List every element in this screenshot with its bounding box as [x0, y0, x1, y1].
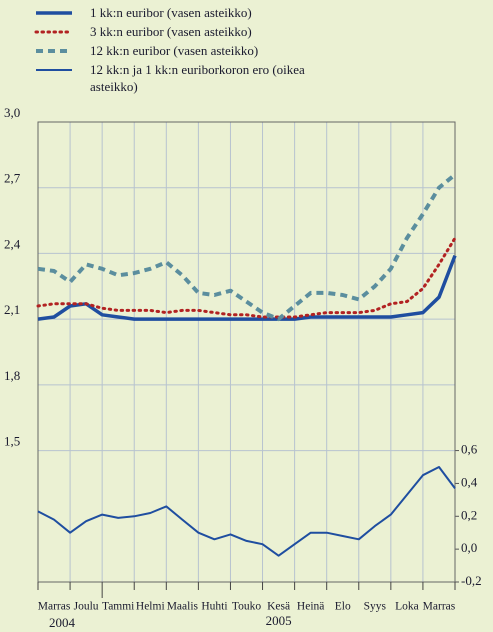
series-line: [37, 466, 456, 557]
y2-tick-label: 0,2: [461, 507, 477, 522]
legend-label: 12 kk:n euribor (vasen asteikko): [90, 43, 259, 58]
y-tick-label: 2,1: [4, 302, 20, 317]
y-tick-label: 2,4: [4, 236, 21, 251]
legend-label: 3 kk:n euribor (vasen asteikko): [90, 24, 252, 39]
plot-frame: [37, 121, 456, 583]
x-tick-label: Joulu: [74, 601, 99, 613]
x-tick-label: Syys: [364, 601, 387, 613]
legend: 1 kk:n euribor (vasen asteikko) 3 kk:n eu…: [34, 4, 364, 97]
x-tick-label: Loka: [395, 601, 419, 613]
x-tick-label: Touko: [232, 601, 261, 613]
y-tick-label: 3,0: [4, 105, 20, 120]
year-label: 2005: [266, 613, 292, 628]
x-tick-label: Heinä: [297, 601, 324, 613]
legend-label: 12 kk:n ja 1 kk:n euriborkoron ero (oike…: [90, 62, 305, 94]
y2-tick-label: 0,6: [461, 442, 478, 457]
legend-swatch: [36, 11, 72, 15]
year-label: 2004: [49, 615, 76, 630]
legend-item: 12 kk:n ja 1 kk:n euriborkoron ero (oike…: [34, 61, 364, 95]
x-tick-label: Marras: [423, 601, 456, 613]
x-tick-label: Elo: [335, 601, 351, 613]
legend-swatch: [36, 49, 72, 53]
x-tick-label: Marras: [38, 601, 71, 613]
series-line: [37, 173, 457, 322]
x-tick-label: Maalis: [167, 601, 199, 613]
y-tick-label: 1,8: [4, 368, 20, 383]
series-line: [37, 254, 457, 321]
x-tick-label: Huhti: [201, 601, 227, 613]
y-tick-label: 1,5: [4, 434, 20, 449]
y2-tick-label: 0,0: [461, 540, 477, 555]
legend-item: 3 kk:n euribor (vasen asteikko): [34, 23, 364, 40]
legend-swatch: [34, 30, 74, 34]
legend-label: 1 kk:n euribor (vasen asteikko): [90, 5, 252, 20]
x-tick-label: Helmi: [136, 601, 165, 613]
y2-tick-label: 0,4: [461, 474, 478, 489]
legend-item: 1 kk:n euribor (vasen asteikko): [34, 4, 364, 21]
y2-tick-label: -0,2: [461, 573, 482, 588]
x-tick-label: Tammi: [102, 601, 134, 613]
legend-swatch: [36, 69, 72, 71]
series-line: [36, 236, 457, 319]
legend-item: 12 kk:n euribor (vasen asteikko): [34, 42, 364, 59]
y-tick-label: 2,7: [4, 171, 21, 186]
x-tick-label: Kesä: [267, 601, 290, 613]
